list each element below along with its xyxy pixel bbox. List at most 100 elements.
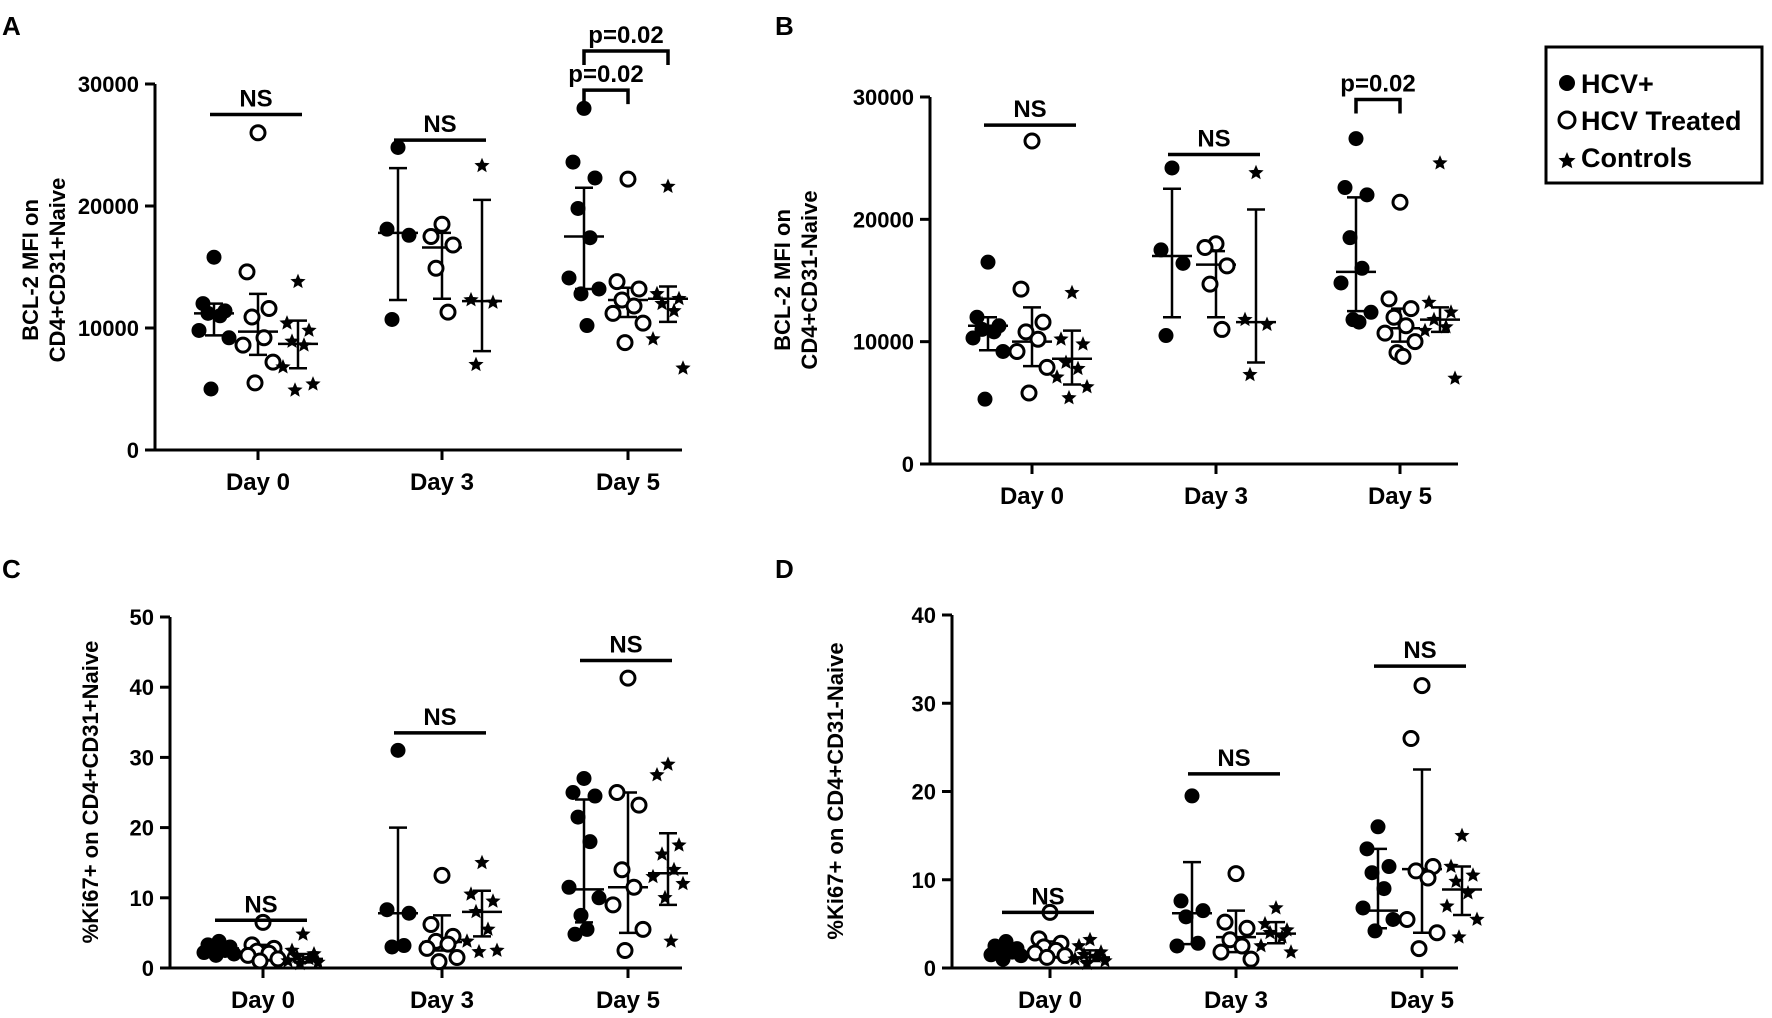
data-point: [1370, 819, 1386, 835]
star-icon: [1558, 152, 1576, 169]
y-axis-label: %Ki67+ on CD4+CD31-Naive: [823, 642, 848, 939]
data-point: [427, 259, 445, 277]
y-tick-label: 20: [130, 816, 154, 841]
data-point: [1216, 913, 1234, 931]
data-point: [284, 333, 300, 348]
data-point: [977, 391, 993, 407]
data-point: [608, 273, 626, 291]
data-point: [280, 953, 296, 968]
data-point: [1195, 903, 1211, 919]
legend: HCV+ HCV Treated Controls: [1544, 45, 1764, 185]
data-point: [1448, 873, 1464, 888]
data-point: [1175, 255, 1191, 271]
data-point: [463, 886, 479, 901]
series-hcv-treated: [1008, 132, 1424, 402]
data-point: [1397, 317, 1415, 335]
data-point: [1212, 943, 1230, 961]
data-point: [422, 228, 440, 245]
data-point: [401, 905, 417, 921]
data-point: [1097, 952, 1113, 968]
y-axis-label-line: %Ki67+ on CD4+CD31-Naive: [823, 642, 848, 939]
y-axis-label-line: CD4+CD31+Naive: [45, 178, 70, 363]
significance-label: NS: [1197, 125, 1230, 152]
data-point: [390, 742, 406, 758]
data-point: [1049, 369, 1065, 384]
data-point: [459, 933, 475, 948]
data-point: [567, 926, 583, 942]
data-point: [279, 315, 295, 330]
data-point: [1034, 313, 1052, 331]
data-point: [1218, 257, 1236, 275]
y-axis-label: %Ki67+ on CD4+CD31+Naive: [78, 641, 103, 944]
y-tick-label: 0: [902, 452, 914, 477]
legend-label-hcv-positive: HCV+: [1581, 69, 1654, 99]
data-point: [986, 324, 1002, 340]
data-point: [200, 305, 216, 321]
data-point: [1253, 937, 1269, 953]
data-point: [616, 334, 634, 352]
data-point: [1023, 132, 1041, 150]
data-point: [1259, 316, 1275, 331]
data-point: [570, 200, 586, 216]
data-point: [579, 921, 595, 937]
data-point: [1380, 290, 1398, 308]
data-point: [675, 360, 691, 375]
data-point: [1173, 893, 1189, 909]
data-point: [1391, 193, 1409, 211]
significance-bracket: [582, 88, 630, 105]
data-point: [480, 921, 496, 936]
data-point: [471, 943, 487, 959]
data-point: [1038, 358, 1056, 376]
data-point: [295, 926, 311, 941]
y-tick-label: 10000: [78, 316, 139, 341]
y-axis-label-line: %Ki67+ on CD4+CD31+Naive: [78, 641, 103, 944]
data-point: [1376, 324, 1394, 342]
data-point: [582, 834, 598, 850]
data-point: [1070, 360, 1086, 376]
data-point: [576, 100, 592, 116]
significance-label: NS: [423, 111, 456, 138]
data-point: [422, 915, 440, 933]
data-point: [660, 178, 676, 193]
data-point: [433, 215, 451, 233]
data-point: [1038, 948, 1056, 966]
data-point: [591, 281, 607, 297]
data-point: [1426, 311, 1442, 327]
series-hcv-treated: [234, 124, 652, 392]
data-point: [619, 669, 637, 687]
data-point: [474, 854, 490, 870]
data-point: [1053, 331, 1069, 346]
y-tick-label: 10: [912, 868, 936, 893]
data-point: [1402, 300, 1420, 318]
data-point: [249, 124, 267, 142]
panel-b: B 0 10000 20000 30000 Day 0 Day 3 Day 5 BCL-2 MF…: [770, 11, 1463, 510]
data-point: [485, 294, 501, 309]
data-point: [1012, 280, 1030, 298]
data-point: [1354, 260, 1370, 276]
data-point: [310, 954, 326, 969]
data-point: [625, 297, 643, 315]
y-tick-label: 0: [142, 956, 154, 981]
y-tick-label: 40: [912, 603, 936, 628]
data-point: [604, 304, 622, 322]
significance-bracket: [1354, 97, 1402, 114]
data-point: [1406, 333, 1424, 351]
data-point: [1438, 319, 1454, 334]
open-circle-icon: [1557, 110, 1577, 130]
data-point: [573, 286, 589, 302]
data-point: [296, 337, 312, 352]
data-point: [1184, 788, 1200, 804]
significance-label: NS: [1403, 637, 1436, 664]
data-point: [251, 952, 269, 970]
data-point: [587, 170, 603, 186]
data-point: [264, 353, 282, 371]
x-tick-label: Day 5: [596, 987, 660, 1014]
panel-a: A 0 10000 20000 30000 Day 0 Day 3 Day 5 BCL-2 MF…: [2, 11, 691, 496]
data-point: [203, 381, 219, 397]
data-point: [666, 302, 682, 318]
data-point: [1274, 929, 1290, 944]
data-point: [634, 920, 652, 938]
x-tick-label: Day 5: [1368, 483, 1432, 510]
data-point: [1355, 900, 1371, 916]
significance-label: NS: [423, 704, 456, 731]
